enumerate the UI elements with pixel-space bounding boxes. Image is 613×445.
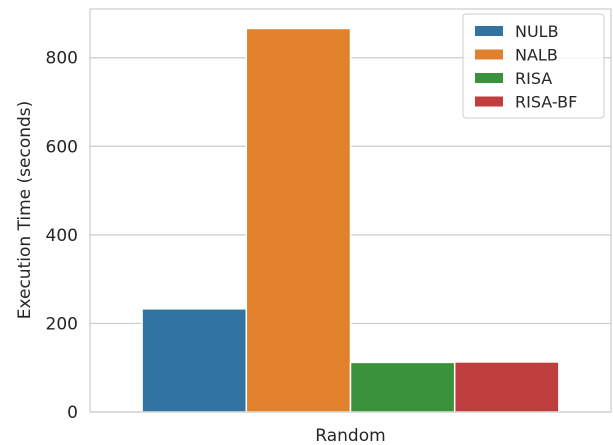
bar-nulb bbox=[141, 308, 248, 413]
legend: NULB NALB RISA RISA-BF bbox=[462, 13, 605, 119]
bar-nalb bbox=[245, 27, 352, 413]
legend-label: NULB bbox=[515, 22, 559, 41]
y-tick-label: 0 bbox=[67, 403, 78, 423]
legend-box bbox=[462, 13, 605, 119]
legend-label: RISA-BF bbox=[515, 93, 577, 112]
y-tick-labels: 0 200 400 600 800 bbox=[46, 49, 78, 423]
y-tick-label: 400 bbox=[46, 226, 78, 246]
y-axis-label: Execution Time (seconds) bbox=[15, 101, 35, 320]
legend-swatch bbox=[475, 96, 503, 107]
x-tick-labels: Random bbox=[315, 426, 385, 445]
legend-label: NALB bbox=[515, 46, 558, 65]
y-tick-label: 200 bbox=[46, 314, 78, 334]
bar-risa bbox=[349, 361, 456, 413]
y-tick-label: 800 bbox=[46, 49, 78, 69]
legend-swatch bbox=[475, 26, 503, 36]
x-tick-label: Random bbox=[315, 426, 385, 445]
bar-layer bbox=[141, 27, 560, 413]
y-tick-label: 600 bbox=[46, 137, 78, 157]
legend-swatch bbox=[475, 73, 503, 83]
plot-frame bbox=[89, 8, 612, 413]
legend-label: RISA bbox=[515, 69, 552, 88]
legend-swatch bbox=[475, 49, 503, 60]
bar-risa-bf bbox=[453, 361, 560, 413]
